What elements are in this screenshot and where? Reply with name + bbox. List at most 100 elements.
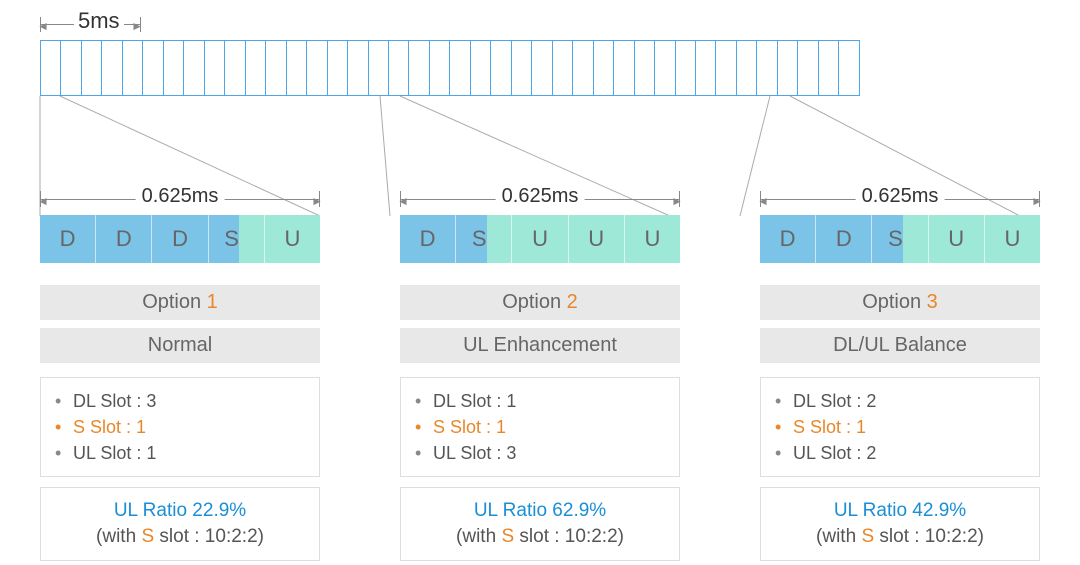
frame-cell <box>430 41 450 95</box>
detail-ul: •UL Slot : 2 <box>775 440 1025 466</box>
frame-cell <box>246 41 266 95</box>
detail-dl: •DL Slot : 1 <box>415 388 665 414</box>
slot-u: U <box>569 215 625 263</box>
frame-cell <box>164 41 184 95</box>
slot-dim-label: 0.625ms <box>496 185 585 208</box>
slot-u: U <box>625 215 680 263</box>
frame-cell <box>409 41 429 95</box>
option-title: Option 1 <box>40 285 320 320</box>
slot-s: S <box>872 215 902 263</box>
detail-dl: •DL Slot : 2 <box>775 388 1025 414</box>
detail-s: •S Slot : 1 <box>775 414 1025 440</box>
slot-row: DDDSU <box>40 215 320 263</box>
slot-d: D <box>816 215 872 263</box>
slot-dim-label: 0.625ms <box>856 185 945 208</box>
frame-cell <box>450 41 470 95</box>
slot-s <box>903 215 929 263</box>
detail-s: •S Slot : 1 <box>415 414 665 440</box>
slot-d: D <box>400 215 456 263</box>
slot-u: U <box>512 215 568 263</box>
slot-s: S <box>456 215 486 263</box>
frame-cell <box>594 41 614 95</box>
frame-cell <box>532 41 552 95</box>
slot-dimension: ◄►0.625ms <box>400 185 680 213</box>
frame-cell <box>471 41 491 95</box>
frame-cell <box>839 41 858 95</box>
ratio-sub: (with S slot : 10:2:2) <box>49 524 311 550</box>
option-title: Option 3 <box>760 285 1040 320</box>
option-title-num: 3 <box>927 291 938 313</box>
frame-cell <box>328 41 348 95</box>
frame-cell <box>307 41 327 95</box>
frame-cell <box>778 41 798 95</box>
frame-cell <box>184 41 204 95</box>
detail-dl: •DL Slot : 3 <box>55 388 305 414</box>
frame-cell <box>676 41 696 95</box>
slot-d: D <box>96 215 152 263</box>
frame-cell <box>737 41 757 95</box>
frame-cell <box>696 41 716 95</box>
option-column: ◄►0.625msDSUUUOption 2UL Enhancement•DL … <box>390 185 690 561</box>
slot-row: DDSUU <box>760 215 1040 263</box>
frame-cell <box>123 41 143 95</box>
frame-cell <box>635 41 655 95</box>
slot-u: U <box>265 215 320 263</box>
slot-s: S <box>209 215 239 263</box>
detail-ul: •UL Slot : 3 <box>415 440 665 466</box>
option-column: ◄►0.625msDDSUUOption 3DL/UL Balance•DL S… <box>750 185 1050 561</box>
frame-cell <box>491 41 511 95</box>
frame-cell <box>389 41 409 95</box>
frame-cell <box>41 41 61 95</box>
slot-d: D <box>760 215 816 263</box>
slot-d: D <box>40 215 96 263</box>
option-title-num: 2 <box>567 291 578 313</box>
main-frame <box>40 40 860 96</box>
option-ratio: UL Ratio 62.9%(with S slot : 10:2:2) <box>400 487 680 560</box>
frame-cell <box>205 41 225 95</box>
frame-cell <box>143 41 163 95</box>
option-details: •DL Slot : 3•S Slot : 1•UL Slot : 1 <box>40 377 320 477</box>
frame-top-dimension: ◄ ► 5ms <box>40 12 140 36</box>
frame-cell <box>573 41 593 95</box>
frame-cell <box>369 41 389 95</box>
slot-u: U <box>985 215 1040 263</box>
option-title-prefix: Option <box>502 291 566 313</box>
frame-top-dim-label: 5ms <box>74 8 124 34</box>
frame-cell <box>102 41 122 95</box>
detail-ul: •UL Slot : 1 <box>55 440 305 466</box>
frame-cell <box>348 41 368 95</box>
option-ratio: UL Ratio 22.9%(with S slot : 10:2:2) <box>40 487 320 560</box>
frame-cell <box>655 41 675 95</box>
frame-cell <box>757 41 777 95</box>
frame-cell <box>716 41 736 95</box>
options-row: ◄►0.625msDDDSUOption 1Normal•DL Slot : 3… <box>30 185 1050 561</box>
frame-cell <box>287 41 307 95</box>
frame-cell <box>225 41 245 95</box>
detail-s: •S Slot : 1 <box>55 414 305 440</box>
slot-s <box>487 215 513 263</box>
option-details: •DL Slot : 1•S Slot : 1•UL Slot : 3 <box>400 377 680 477</box>
option-title-prefix: Option <box>862 291 926 313</box>
option-title-prefix: Option <box>142 291 206 313</box>
ratio-main: UL Ratio 22.9% <box>49 498 311 524</box>
slot-u: U <box>929 215 985 263</box>
option-subtitle: UL Enhancement <box>400 328 680 363</box>
ratio-sub: (with S slot : 10:2:2) <box>769 524 1031 550</box>
ratio-sub: (with S slot : 10:2:2) <box>409 524 671 550</box>
option-ratio: UL Ratio 42.9%(with S slot : 10:2:2) <box>760 487 1040 560</box>
frame-cell <box>819 41 839 95</box>
option-column: ◄►0.625msDDDSUOption 1Normal•DL Slot : 3… <box>30 185 330 561</box>
frame-cell <box>82 41 102 95</box>
option-title-num: 1 <box>207 291 218 313</box>
frame-cell <box>61 41 81 95</box>
option-details: •DL Slot : 2•S Slot : 1•UL Slot : 2 <box>760 377 1040 477</box>
slot-dimension: ◄►0.625ms <box>40 185 320 213</box>
option-title: Option 2 <box>400 285 680 320</box>
frame-cell <box>512 41 532 95</box>
slot-dimension: ◄►0.625ms <box>760 185 1040 213</box>
ratio-main: UL Ratio 42.9% <box>769 498 1031 524</box>
ratio-main: UL Ratio 62.9% <box>409 498 671 524</box>
slot-row: DSUUU <box>400 215 680 263</box>
frame-cell <box>553 41 573 95</box>
option-subtitle: DL/UL Balance <box>760 328 1040 363</box>
